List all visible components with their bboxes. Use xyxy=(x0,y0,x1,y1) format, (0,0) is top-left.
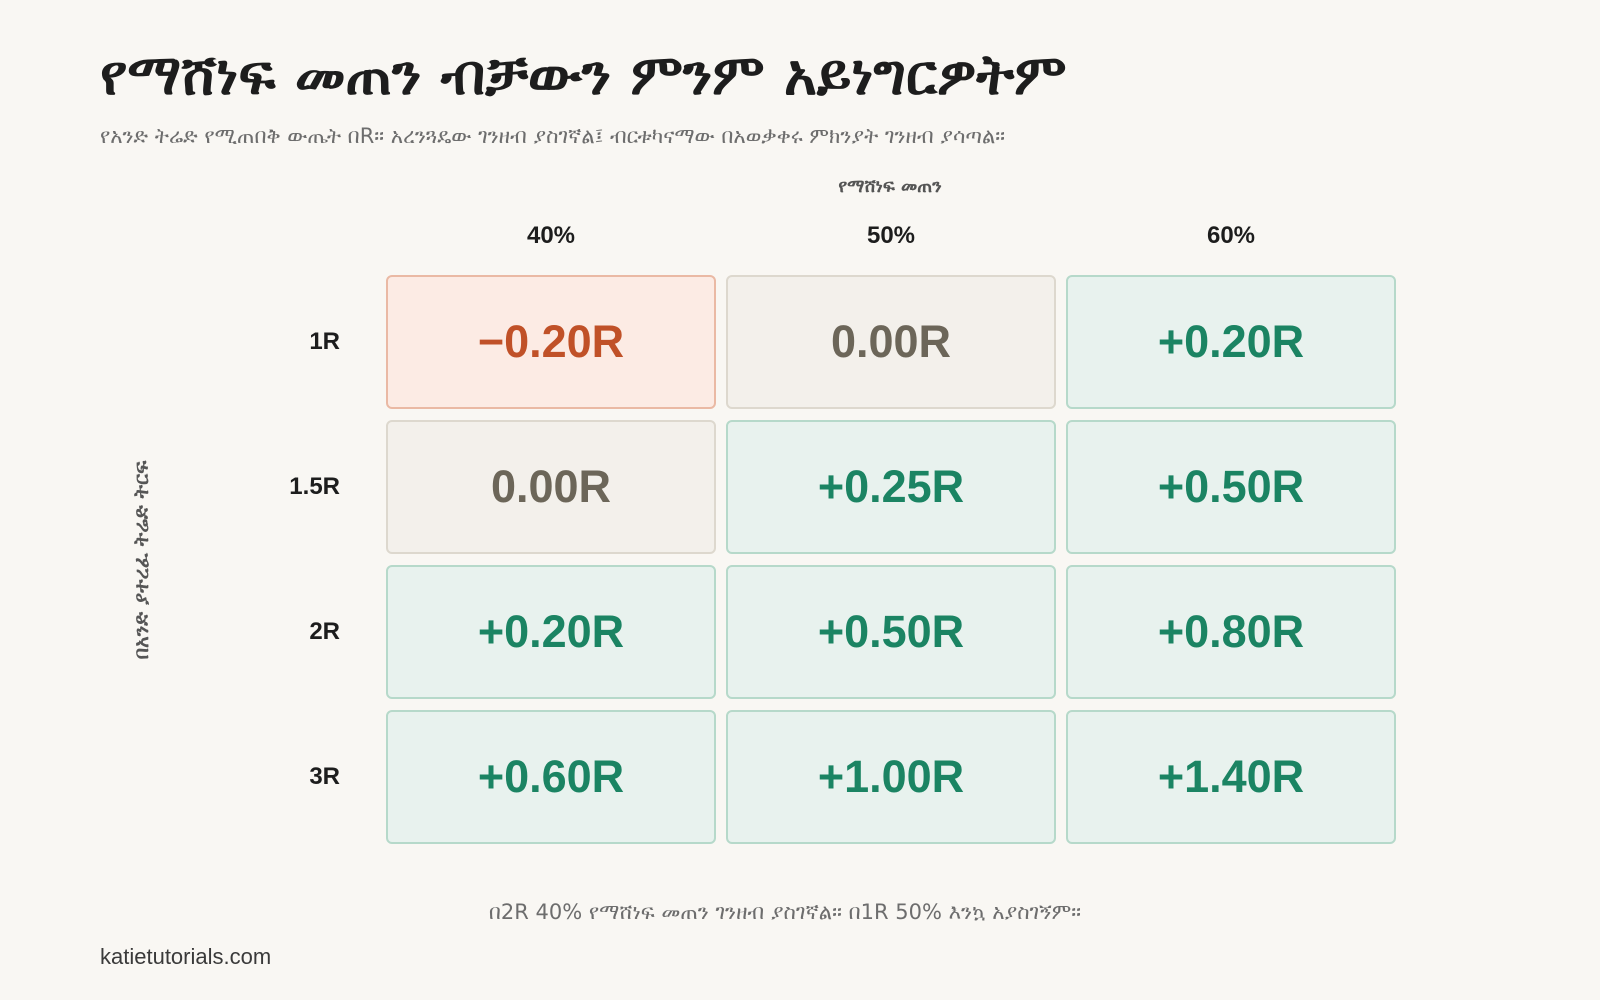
heatmap-cell: 0.00R xyxy=(726,275,1056,409)
cell-value: +0.60R xyxy=(477,751,625,802)
heatmap-cell: +1.00R xyxy=(726,710,1056,844)
heatmap-cell: +0.20R xyxy=(1066,275,1396,409)
row-label: 1R xyxy=(309,328,340,355)
heatmap-cell: +1.40R xyxy=(1066,710,1396,844)
cell-value: +0.80R xyxy=(1157,606,1305,657)
cell-value: +1.40R xyxy=(1157,751,1305,802)
heatmap-cell: +0.25R xyxy=(726,420,1056,554)
cell-value: +0.50R xyxy=(1157,461,1305,512)
heatmap-cell: +0.80R xyxy=(1066,565,1396,699)
cell-value: −0.20R xyxy=(477,316,625,367)
row-label: 3R xyxy=(309,763,340,790)
column-axis-title: የማሸነፍ መጠን xyxy=(838,176,942,197)
row-axis-title: በአንድ ያተረፈ ትሬድ ትርፍ xyxy=(129,460,153,660)
page-title: የማሸነፍ መጠን ብቻውን ምንም አይነግርዎትም xyxy=(100,43,1067,108)
footnote: በ2R 40% የማሸነፍ መጠን ገንዘብ ያስገኛል። በ1R 50% እን… xyxy=(488,900,1082,924)
column-label: 40% xyxy=(526,222,576,249)
row-label: 2R xyxy=(309,618,340,645)
cell-value: 0.00R xyxy=(830,316,952,367)
heatmap-cell: +0.50R xyxy=(1066,420,1396,554)
cell-value: +1.00R xyxy=(817,751,965,802)
cell-value: +0.20R xyxy=(1157,316,1305,367)
heatmap-cell: +0.20R xyxy=(386,565,716,699)
cell-value: 0.00R xyxy=(490,461,612,512)
heatmap-cell: +0.60R xyxy=(386,710,716,844)
row-label: 1.5R xyxy=(289,473,340,500)
cell-value: +0.25R xyxy=(817,461,965,512)
heatmap-cell: −0.20R xyxy=(386,275,716,409)
cell-value: +0.50R xyxy=(817,606,965,657)
cell-value: +0.20R xyxy=(477,606,625,657)
heatmap-cell: +0.50R xyxy=(726,565,1056,699)
brand-credit: katietutorials.com xyxy=(100,944,272,969)
column-label: 50% xyxy=(866,222,916,249)
column-label: 60% xyxy=(1206,222,1256,249)
page-subtitle: የአንድ ትሬድ የሚጠበቅ ውጤት በR። አረንጓዴው ገንዘብ ያስገኛል… xyxy=(100,124,1006,148)
heatmap-cell: 0.00R xyxy=(386,420,716,554)
